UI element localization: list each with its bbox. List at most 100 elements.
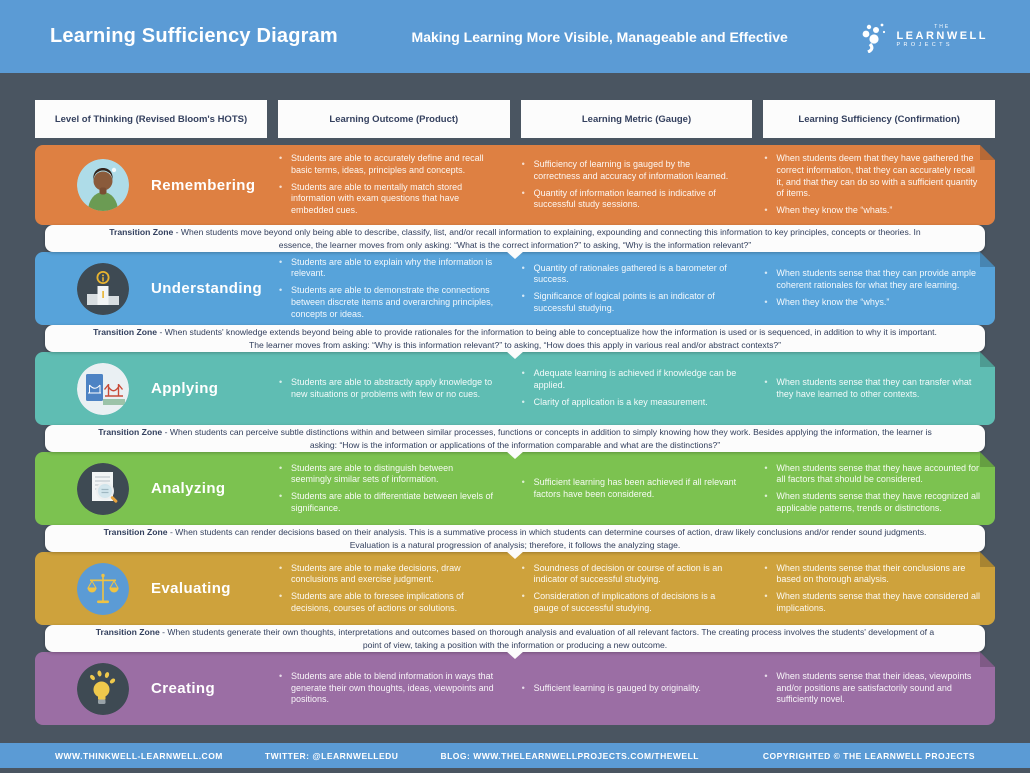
transition-zone-body: - When students move beyond only being a… bbox=[175, 227, 921, 250]
level-name: Understanding bbox=[151, 280, 263, 297]
footer-bar: WWW.THINKWELL-LEARNWELL.COM TWITTER: @LE… bbox=[0, 743, 1030, 768]
outcomes-cell: Students are able to abstractly apply kn… bbox=[278, 352, 510, 425]
metrics-cell: Sufficient learning is gauged by origina… bbox=[521, 652, 753, 725]
page-title: Learning Sufficiency Diagram bbox=[50, 25, 338, 47]
sufficiency-item: When students sense that they have accou… bbox=[763, 463, 981, 486]
transition-zone-box: Transition Zone - When students move bey… bbox=[45, 225, 985, 252]
transition-zone-label: Transition Zone bbox=[103, 527, 168, 538]
page-subtitle: Making Learning More Visible, Manageable… bbox=[411, 28, 788, 45]
transition-zone-label: Transition Zone bbox=[98, 427, 163, 438]
sufficiency-cell: When students sense that they can provid… bbox=[763, 252, 995, 325]
transition-zone-4: Transition Zone - When students can rend… bbox=[35, 525, 995, 552]
column-header-learning-outcome: Learning Outcome (Product) bbox=[278, 100, 510, 138]
outcome-item: Students are able to differentiate betwe… bbox=[278, 491, 496, 514]
metric-item: Sufficiency of learning is gauged by the… bbox=[521, 159, 739, 182]
footer-blog: BLOG: WWW.THELEARNWELLPROJECTS.COM/THEWE… bbox=[440, 750, 699, 761]
outcome-item: Students are able to accurately define a… bbox=[278, 153, 496, 176]
outcome-item: Students are able to make decisions, dra… bbox=[278, 563, 496, 586]
level-cell: Applying bbox=[35, 352, 267, 425]
logo-wordmark: THE LEARNWELL PROJECTS bbox=[896, 23, 988, 49]
outcome-item: Students are able to distinguish between… bbox=[278, 463, 496, 486]
outcome-item: Students are able to demonstrate the con… bbox=[278, 285, 496, 320]
lightbulb-icon bbox=[77, 663, 129, 715]
diagram-body: Level of Thinking (Revised Bloom's HOTS)… bbox=[0, 73, 1030, 725]
outcomes-cell: Students are able to explain why the inf… bbox=[278, 252, 510, 325]
transition-zone-text: Transition Zone - When students can perc… bbox=[91, 426, 939, 450]
sufficiency-item: When students sense that they have recog… bbox=[763, 491, 981, 514]
sufficiency-item: When students sense that their ideas, vi… bbox=[763, 671, 981, 706]
outcomes-cell: Students are able to blend information i… bbox=[278, 652, 510, 725]
transition-zone-label: Transition Zone bbox=[95, 627, 160, 638]
transition-zone-body: - When students can perceive subtle dist… bbox=[164, 427, 932, 450]
metrics-cell: Adequate learning is achieved if knowled… bbox=[521, 352, 753, 425]
metrics-cell: Soundness of decision or course of actio… bbox=[521, 552, 753, 625]
level-name: Creating bbox=[151, 680, 216, 697]
transition-zone-box: Transition Zone - When students generate… bbox=[45, 625, 985, 652]
fold-corner bbox=[980, 145, 995, 160]
level-row-understanding: Understanding Students are able to expla… bbox=[35, 252, 995, 325]
sufficiency-cell: When students deem that they have gather… bbox=[763, 145, 995, 225]
transition-zone-5: Transition Zone - When students generate… bbox=[35, 625, 995, 652]
sufficiency-cell: When students sense that they can transf… bbox=[763, 352, 995, 425]
level-cell: Creating bbox=[35, 652, 267, 725]
sufficiency-item: When they know the “whys.” bbox=[763, 297, 981, 309]
transition-zone-2: Transition Zone - When students' knowled… bbox=[35, 325, 995, 352]
transition-zone-text: Transition Zone - When students can rend… bbox=[91, 526, 939, 550]
header-bar: Learning Sufficiency Diagram Making Lear… bbox=[0, 0, 1030, 73]
info-podium-icon bbox=[77, 263, 129, 315]
metric-item: Significance of logical points is an ind… bbox=[521, 291, 739, 314]
transition-zone-3: Transition Zone - When students can perc… bbox=[35, 425, 995, 452]
metric-item: Soundness of decision or course of actio… bbox=[521, 563, 739, 586]
footer-copyright: COPYRIGHTED © THE LEARNWELL PROJECTS bbox=[762, 750, 975, 761]
transition-zone-1: Transition Zone - When students move bey… bbox=[35, 225, 995, 252]
fold-corner bbox=[980, 252, 995, 267]
transition-zone-label: Transition Zone bbox=[109, 227, 174, 238]
column-header-row: Level of Thinking (Revised Bloom's HOTS)… bbox=[35, 100, 995, 138]
sufficiency-item: When students sense that they can provid… bbox=[763, 268, 981, 291]
outcome-item: Students are able to blend information i… bbox=[278, 671, 496, 706]
logo-the: THE bbox=[934, 23, 951, 30]
balance-scales-icon bbox=[77, 563, 129, 615]
metrics-cell: Sufficient learning has been achieved if… bbox=[521, 452, 753, 525]
transition-zone-box: Transition Zone - When students' knowled… bbox=[45, 325, 985, 352]
transition-zone-text: Transition Zone - When students move bey… bbox=[91, 226, 939, 250]
sufficiency-item: When students sense that their conclusio… bbox=[763, 563, 981, 586]
column-header-learning-sufficiency: Learning Sufficiency (Confirmation) bbox=[763, 100, 995, 138]
transition-zone-text: Transition Zone - When students' knowled… bbox=[91, 326, 939, 350]
metric-item: Adequate learning is achieved if knowled… bbox=[521, 368, 739, 391]
logo-learnwell: LEARNWELL bbox=[896, 30, 988, 43]
level-row-evaluating: Evaluating Students are able to make dec… bbox=[35, 552, 995, 625]
outcome-item: Students are able to explain why the inf… bbox=[278, 257, 496, 280]
level-cell: Evaluating bbox=[35, 552, 267, 625]
transition-zone-body: - When students' knowledge extends beyon… bbox=[159, 327, 937, 350]
metric-item: Sufficient learning is gauged by origina… bbox=[521, 683, 739, 695]
sufficiency-item: When students deem that they have gather… bbox=[763, 153, 981, 200]
outcome-item: Students are able to mentally match stor… bbox=[278, 182, 496, 217]
outcome-item: Students are able to foresee implication… bbox=[278, 591, 496, 614]
footer-website: WWW.THINKWELL-LEARNWELL.COM bbox=[55, 750, 223, 761]
column-header-level-of-thinking: Level of Thinking (Revised Bloom's HOTS) bbox=[35, 100, 267, 138]
level-name: Remembering bbox=[151, 176, 256, 194]
transition-zone-label: Transition Zone bbox=[93, 327, 158, 338]
fold-corner bbox=[980, 552, 995, 567]
outcomes-cell: Students are able to make decisions, dra… bbox=[278, 552, 510, 625]
level-row-remembering: Remembering Students are able to accurat… bbox=[35, 145, 995, 225]
level-name: Applying bbox=[151, 380, 219, 397]
level-row-creating: Creating Students are able to blend info… bbox=[35, 652, 995, 725]
fold-corner bbox=[980, 652, 995, 667]
column-header-learning-metric: Learning Metric (Gauge) bbox=[520, 100, 753, 138]
metric-item: Quantity of rationales gathered is a bar… bbox=[521, 263, 739, 286]
sufficiency-item: When they know the “whats.” bbox=[763, 205, 981, 217]
document-magnifier-icon bbox=[77, 463, 129, 515]
level-row-analyzing: Analyzing Students are able to distingui… bbox=[35, 452, 995, 525]
metric-item: Quantity of information learned is indic… bbox=[521, 188, 739, 211]
sufficiency-cell: When students sense that their ideas, vi… bbox=[763, 652, 995, 725]
sufficiency-cell: When students sense that their conclusio… bbox=[763, 552, 995, 625]
outcomes-cell: Students are able to accurately define a… bbox=[278, 145, 510, 225]
level-cell: Understanding bbox=[35, 252, 267, 325]
level-cell: Remembering bbox=[35, 145, 267, 225]
metrics-cell: Sufficiency of learning is gauged by the… bbox=[521, 145, 753, 225]
metric-item: Sufficient learning has been achieved if… bbox=[521, 477, 739, 500]
thinking-person-icon bbox=[77, 159, 129, 211]
